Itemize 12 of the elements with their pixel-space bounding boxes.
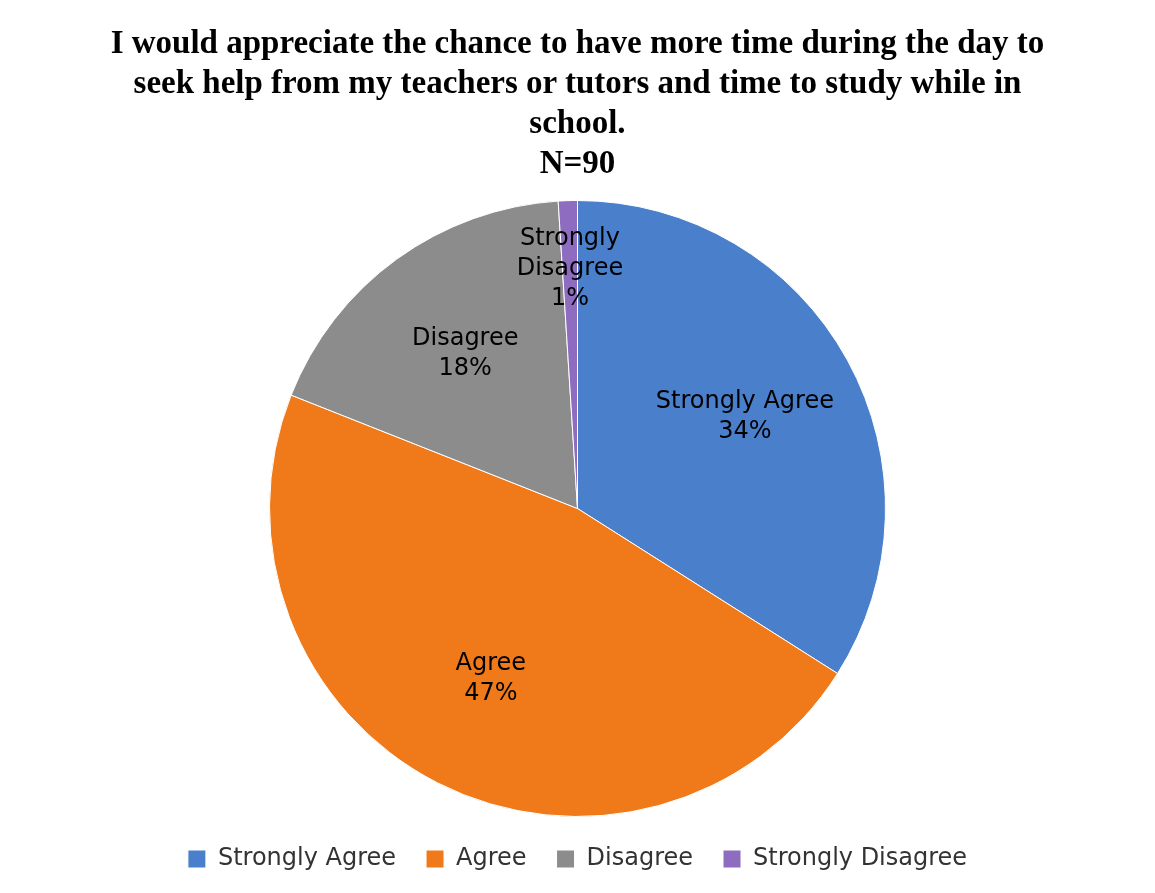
data-label: 47% [464, 677, 518, 706]
legend-label: Strongly Disagree [753, 843, 968, 872]
legend-label: Disagree [586, 843, 694, 872]
data-label: 34% [718, 415, 772, 444]
legend-label: Strongly Agree [217, 843, 397, 872]
slice-label: Strongly Agree [655, 385, 834, 414]
chart-title: I would appreciate the chance to have more time during the day to seek help from my teachers or tutors and time to study while in school. [109, 23, 1046, 142]
data-label: 18% [438, 353, 492, 382]
legend-label: Agree [456, 843, 527, 872]
slice-label: Agree [455, 647, 527, 676]
slice-label: Disagree [412, 323, 519, 352]
chart-subtitle: N=90 [538, 143, 617, 182]
